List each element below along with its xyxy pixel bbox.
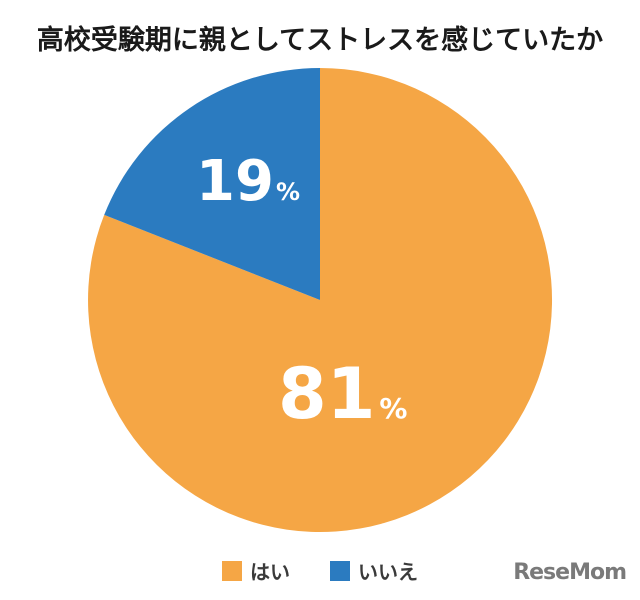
legend-item-no: いいえ	[330, 556, 418, 585]
pie-slice-no	[104, 68, 320, 300]
legend-label-no: いいえ	[358, 560, 418, 584]
resemom-logo: ReseMom	[513, 560, 627, 585]
legend-swatch-yes	[222, 560, 242, 581]
slice-label-no: 19%	[196, 149, 300, 214]
chart-title: 高校受験期に親としてストレスを感じていたか	[36, 25, 604, 56]
legend: はい いいえ	[222, 556, 458, 585]
pie-slice-yes	[88, 68, 553, 532]
legend-item-yes: はい	[222, 556, 290, 585]
legend-label-yes: はい	[250, 560, 290, 584]
legend-swatch-no	[330, 560, 350, 581]
slice-label-yes: 81%	[278, 353, 407, 435]
